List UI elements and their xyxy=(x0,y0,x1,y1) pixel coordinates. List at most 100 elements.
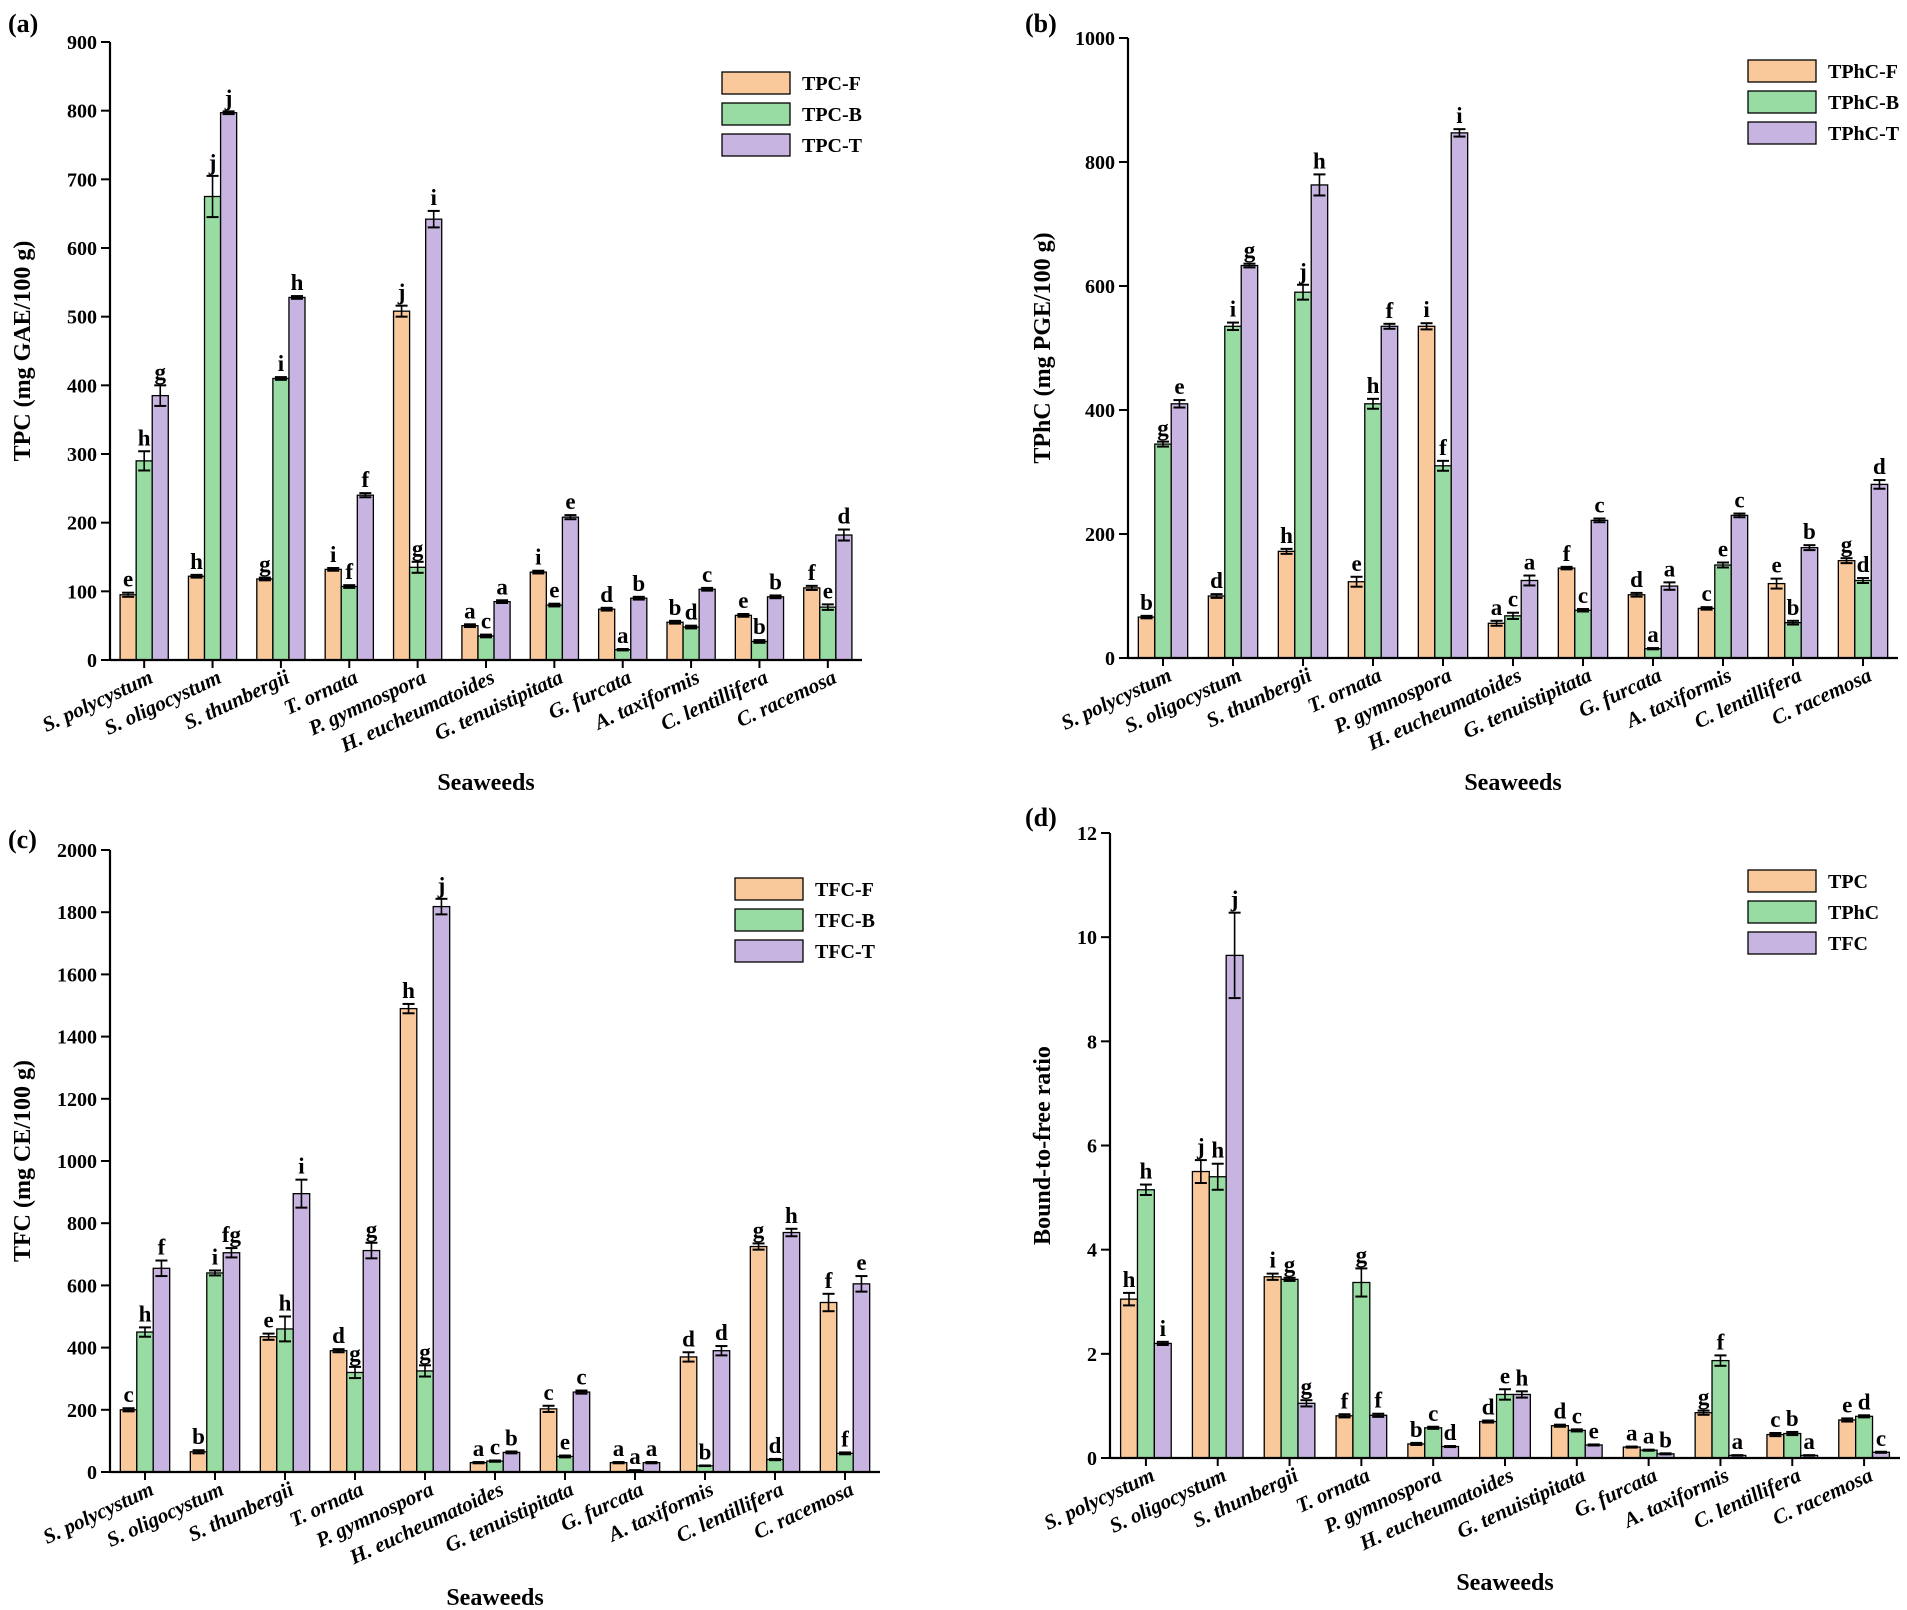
y-tick-label: 0 xyxy=(1105,648,1115,670)
significance-letter: e xyxy=(549,578,559,603)
significance-letter: h xyxy=(291,270,304,295)
significance-letter: c xyxy=(481,609,491,634)
significance-letter: b xyxy=(505,1425,518,1450)
significance-letter: h xyxy=(1515,1365,1528,1390)
bar xyxy=(1170,403,1189,659)
bar xyxy=(679,1356,698,1473)
significance-letter: j xyxy=(224,85,233,110)
bar xyxy=(219,112,238,661)
bar xyxy=(698,588,716,661)
bar xyxy=(1854,579,1872,659)
bar xyxy=(572,1391,591,1473)
y-tick-label: 400 xyxy=(67,375,97,397)
significance-letter: a xyxy=(617,623,629,648)
bar xyxy=(734,614,753,661)
bar xyxy=(152,1267,171,1473)
legend-swatch xyxy=(1747,90,1817,114)
significance-letter: fg xyxy=(222,1222,242,1247)
significance-letter: i xyxy=(330,542,337,567)
significance-letter: a xyxy=(629,1444,641,1469)
bar xyxy=(1512,1393,1531,1459)
significance-letter: f xyxy=(1563,541,1571,566)
bar xyxy=(1550,1425,1570,1459)
bar xyxy=(1767,582,1786,659)
significance-letter: f xyxy=(1374,1388,1382,1413)
significance-letter: h xyxy=(1367,373,1380,398)
significance-letter: a xyxy=(1626,1421,1638,1446)
bar xyxy=(346,1371,364,1473)
bar xyxy=(750,640,769,661)
bar xyxy=(206,1272,224,1473)
bar xyxy=(1711,1359,1730,1459)
significance-letter: g xyxy=(1244,238,1256,263)
significance-letter: a xyxy=(1491,595,1503,620)
legend-swatch xyxy=(1747,121,1817,145)
bar xyxy=(819,606,837,661)
significance-letter: g xyxy=(1157,416,1169,441)
y-tick-label: 8 xyxy=(1087,1031,1097,1053)
bar xyxy=(151,394,169,661)
significance-letter: e xyxy=(1842,1392,1852,1417)
significance-letter: f xyxy=(362,467,370,492)
bar xyxy=(1557,567,1576,659)
significance-letter: h xyxy=(190,549,203,574)
significance-letter: b xyxy=(1803,519,1816,544)
significance-letter: a xyxy=(1664,556,1676,581)
bar xyxy=(416,1370,434,1473)
significance-letter: h xyxy=(785,1203,798,1228)
bar xyxy=(1504,615,1522,659)
significance-letter: c xyxy=(576,1365,586,1390)
bar xyxy=(1783,1432,1802,1459)
bar xyxy=(835,534,853,661)
significance-letter: d xyxy=(837,504,850,529)
bar xyxy=(119,1409,138,1473)
bar xyxy=(819,1301,838,1473)
bar xyxy=(1297,1402,1316,1459)
bar xyxy=(1870,483,1889,659)
bar xyxy=(1263,1276,1282,1459)
legend-label: TFC xyxy=(1828,933,1868,955)
significance-letter: f xyxy=(825,1268,833,1293)
bar xyxy=(493,600,511,661)
significance-letter: b xyxy=(1410,1417,1423,1442)
bar xyxy=(1800,546,1819,659)
bar xyxy=(1352,1281,1371,1459)
bar xyxy=(1487,622,1506,659)
legend-label: TPC-B xyxy=(802,104,862,126)
bar xyxy=(1714,564,1732,659)
significance-letter: d xyxy=(769,1433,782,1458)
significance-letter: h xyxy=(1280,523,1293,548)
significance-letter: c xyxy=(1701,581,1711,606)
bar xyxy=(1137,616,1156,659)
significance-letter: g xyxy=(1356,1242,1368,1267)
bar xyxy=(1697,607,1716,659)
bar xyxy=(749,1245,768,1473)
significance-letter: e xyxy=(1771,553,1781,578)
significance-letter: g xyxy=(1841,532,1853,557)
y-axis-title: Bound-to-free ratio xyxy=(1030,1046,1056,1245)
significance-letter: i xyxy=(212,1244,219,1269)
bar xyxy=(1224,325,1242,659)
bar xyxy=(803,587,821,661)
bar xyxy=(1119,1298,1139,1459)
legend-swatch xyxy=(721,133,791,157)
bar xyxy=(682,626,700,661)
legend-swatch xyxy=(1747,59,1817,83)
chart-panel-c: (c) 0 200 400 600 800 1000 1200 1400 1600 1800 2000… xyxy=(8,825,880,1610)
significance-letter: b xyxy=(1786,1406,1799,1431)
significance-letter: a xyxy=(1732,1429,1744,1454)
significance-letter: f xyxy=(1717,1329,1725,1354)
significance-letter: g xyxy=(753,1217,765,1242)
legend-label: TPC-F xyxy=(802,73,861,95)
x-axis-title: Seaweeds xyxy=(1456,1570,1553,1596)
significance-letter: e xyxy=(1351,551,1361,576)
significance-letter: f xyxy=(1439,435,1447,460)
significance-letter: e xyxy=(263,1308,273,1333)
bar xyxy=(1584,1444,1603,1459)
bar xyxy=(1347,581,1366,659)
bar xyxy=(1369,1414,1388,1459)
legend-swatch xyxy=(1747,869,1817,893)
